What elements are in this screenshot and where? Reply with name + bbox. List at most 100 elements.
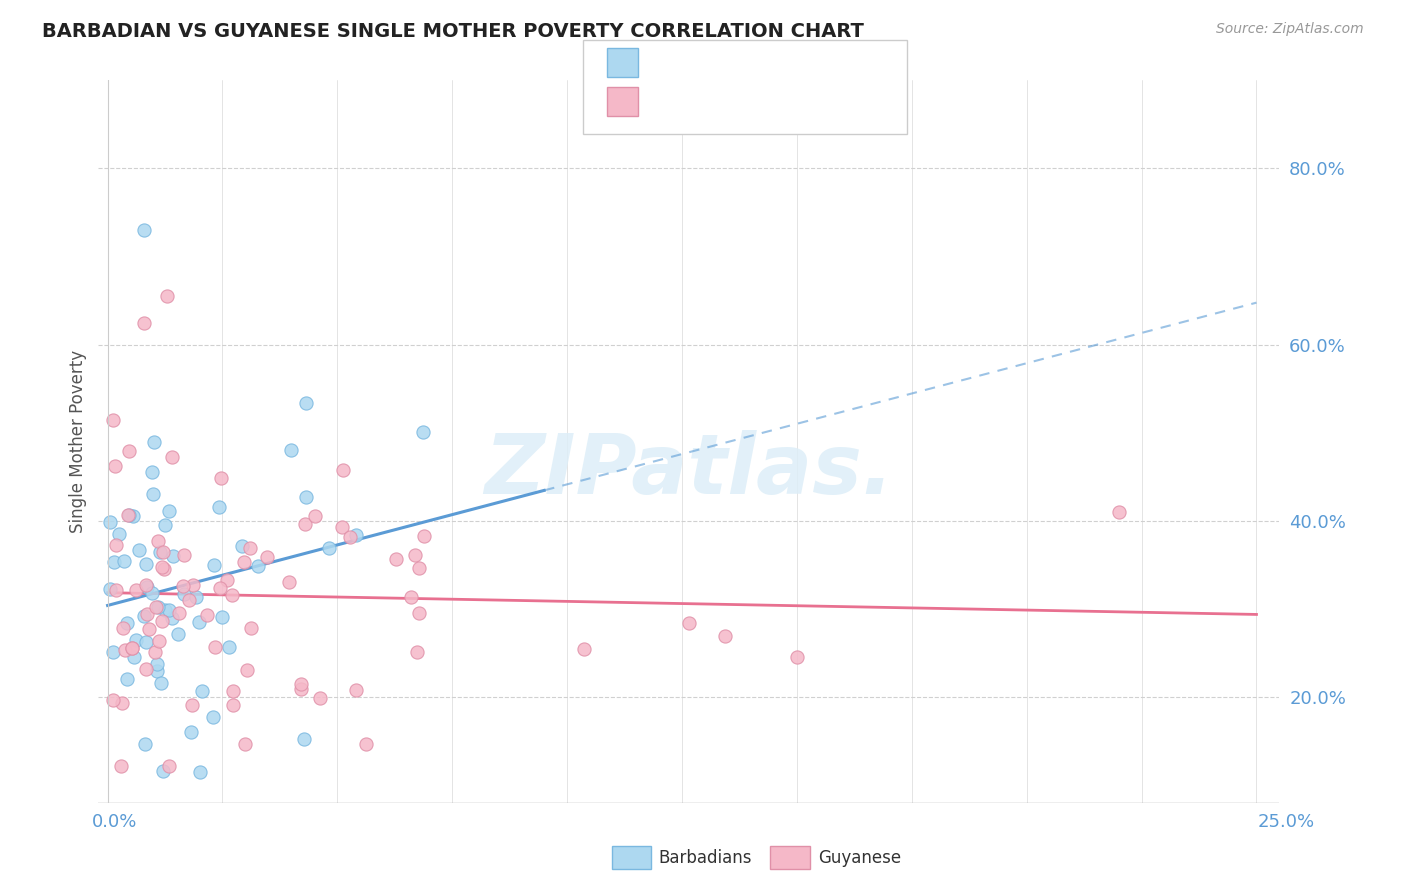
Point: [406, 645, 429, 659]
Point: [153, 562, 176, 576]
Point: [181, 577, 204, 591]
Point: [221, 588, 243, 602]
Point: [290, 682, 312, 697]
Point: [222, 684, 245, 698]
Point: [98, 582, 121, 596]
Point: [145, 600, 167, 615]
Point: [290, 676, 312, 690]
Point: [404, 549, 426, 563]
Point: [150, 560, 173, 574]
Point: [101, 693, 124, 707]
Point: [167, 607, 190, 621]
Point: [181, 698, 204, 712]
Point: [98, 516, 121, 530]
Point: [201, 709, 224, 723]
Point: [339, 530, 361, 544]
Point: [318, 541, 340, 555]
Point: [117, 615, 139, 630]
Point: [217, 573, 239, 587]
Point: [308, 690, 330, 705]
Point: [146, 664, 169, 678]
Point: [211, 610, 233, 624]
Point: [344, 528, 367, 542]
Point: [141, 465, 163, 479]
Point: [134, 316, 156, 330]
Point: [134, 223, 156, 237]
Point: [239, 541, 262, 556]
Point: [160, 450, 183, 464]
Text: Source: ZipAtlas.com: Source: ZipAtlas.com: [1216, 22, 1364, 37]
Point: [786, 650, 808, 665]
Point: [128, 542, 150, 557]
Point: [135, 607, 157, 622]
Y-axis label: Single Mother Poverty: Single Mother Poverty: [69, 350, 87, 533]
Point: [146, 657, 169, 671]
Point: [143, 645, 166, 659]
Text: 0.0%: 0.0%: [91, 814, 136, 831]
Point: [202, 558, 225, 572]
Point: [239, 621, 262, 635]
Point: [125, 582, 148, 597]
Point: [104, 538, 127, 552]
Point: [135, 635, 157, 649]
Point: [344, 683, 367, 698]
Point: [188, 615, 211, 629]
Point: [153, 518, 176, 533]
Point: [132, 608, 155, 623]
Point: [134, 737, 156, 751]
Point: [408, 607, 430, 621]
Point: [280, 443, 302, 458]
Point: [218, 640, 240, 655]
Text: ZIPatlas.: ZIPatlas.: [484, 430, 894, 511]
Point: [233, 555, 256, 569]
Point: [399, 590, 422, 604]
Text: R =: R =: [651, 93, 685, 111]
Point: [124, 650, 146, 665]
Point: [356, 737, 378, 751]
Point: [118, 508, 141, 522]
Point: [103, 413, 125, 427]
Point: [385, 552, 408, 566]
Point: [162, 549, 184, 563]
Point: [294, 516, 316, 531]
Point: [142, 435, 165, 450]
Point: [117, 508, 139, 522]
Point: [125, 633, 148, 648]
Text: 25.0%: 25.0%: [1257, 814, 1315, 831]
Text: Guyanese: Guyanese: [818, 849, 901, 867]
Point: [159, 759, 181, 773]
Point: [412, 425, 434, 440]
Point: [118, 444, 141, 458]
Point: [135, 578, 157, 592]
Point: [121, 641, 143, 656]
Point: [104, 458, 127, 473]
Point: [186, 590, 208, 604]
Point: [295, 395, 318, 409]
Point: [115, 672, 138, 686]
Point: [148, 633, 170, 648]
Point: [152, 614, 174, 628]
Point: [204, 640, 226, 654]
Point: [121, 640, 143, 655]
Point: [112, 554, 135, 568]
Point: [103, 555, 125, 569]
Point: [167, 626, 190, 640]
Point: [108, 526, 131, 541]
Point: [572, 641, 595, 656]
Point: [157, 503, 180, 517]
Text: Barbadians: Barbadians: [658, 849, 752, 867]
Point: [153, 602, 176, 616]
Point: [152, 764, 174, 779]
Point: [122, 508, 145, 523]
Point: [103, 645, 125, 659]
Point: [173, 587, 195, 601]
Point: [135, 557, 157, 571]
Point: [149, 545, 172, 559]
Point: [148, 533, 170, 548]
Point: [105, 582, 128, 597]
Point: [233, 737, 256, 751]
Text: N = 73: N = 73: [749, 93, 813, 111]
Point: [195, 607, 218, 622]
Point: [247, 558, 270, 573]
Text: -0.055: -0.055: [686, 93, 744, 111]
